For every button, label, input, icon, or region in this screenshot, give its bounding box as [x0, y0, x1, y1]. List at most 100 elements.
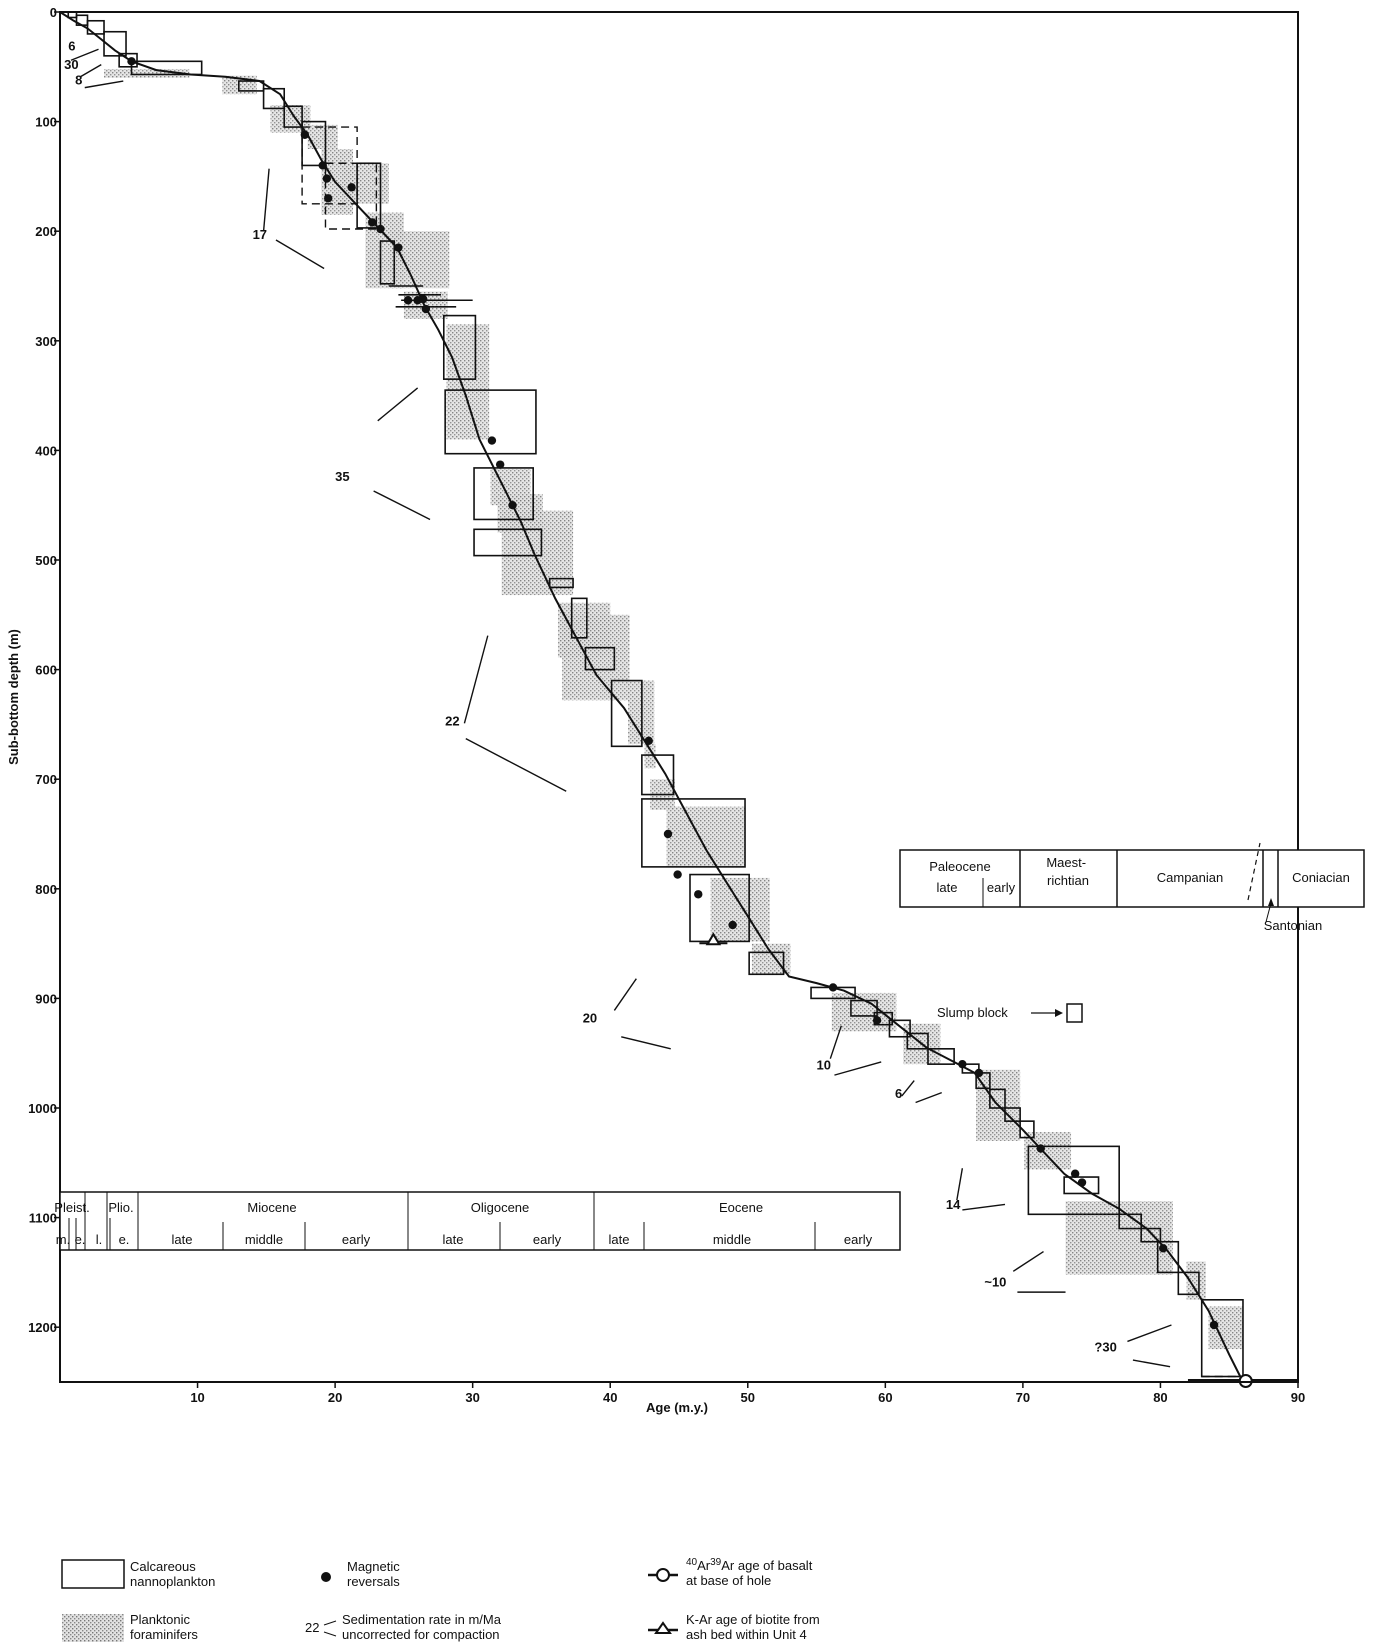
legend-nanno-text: Calcareous nannoplankton — [130, 1559, 215, 1589]
foraminifer-range — [644, 744, 656, 769]
y-tick-label: 400 — [35, 443, 57, 458]
magnetic-reversal-dot — [300, 130, 310, 139]
sub-eocene-early: early — [844, 1232, 873, 1247]
magnetic-reversal-dot — [1209, 1320, 1219, 1330]
sedimentation-rate-tick — [262, 168, 270, 232]
sedimentation-rate-tick — [373, 490, 431, 521]
sedimentation-rate-tick — [1127, 1324, 1172, 1343]
magnetic-reversal-dot — [508, 501, 517, 510]
x-tick-label: 20 — [328, 1390, 342, 1405]
maestrichtian-part-2: richtian — [1047, 873, 1089, 888]
sedimentation-rate-tick — [834, 1061, 882, 1076]
x-tick-label: 60 — [878, 1390, 892, 1405]
y-tick-label: 600 — [35, 663, 57, 678]
sub-oligocene-late: late — [443, 1232, 464, 1247]
sub-miocene-early: early — [342, 1232, 371, 1247]
sedimentation-rate-tick — [463, 635, 489, 724]
stage-santonian: Santonian — [1264, 918, 1323, 933]
sedimentation-rate-label: 8 — [75, 72, 82, 87]
nannoplankton-range — [748, 951, 785, 976]
nannoplankton-range — [927, 1048, 955, 1065]
magnetic-reversal-points — [127, 57, 1219, 1330]
nannoplankton-range — [584, 646, 616, 671]
magnetic-reversal-dot — [324, 194, 333, 203]
magnetic-reversal-dot — [487, 436, 497, 445]
nannoplankton-range — [548, 577, 574, 589]
epoch-paleocene: Paleocene — [929, 859, 990, 874]
y-tick-label: 800 — [35, 882, 57, 897]
upper-stratigraphy-bar: Paleocene late early Maest- richtian Cam… — [899, 842, 1365, 933]
nannoplankton-range — [1156, 1240, 1180, 1274]
legend-kar-triangle — [654, 1621, 672, 1634]
nannoplankton-range — [118, 52, 138, 68]
nannoplankton-range — [1140, 1227, 1162, 1243]
epoch-pleistocene: Pleist. — [54, 1200, 89, 1215]
foraminifer-range — [307, 124, 338, 149]
y-tick-label: 200 — [35, 224, 57, 239]
magnetic-reversal-dot — [495, 460, 505, 469]
x-tick-label: 40 — [603, 1390, 617, 1405]
magnetic-reversal-dot — [974, 1068, 984, 1078]
x-tick-label: 50 — [741, 1390, 755, 1405]
sedimentation-rate-label: 10 — [817, 1058, 831, 1073]
y-tick-label: 700 — [35, 772, 57, 787]
magnetic-reversal-dot — [872, 1016, 882, 1025]
sedimentation-rate-tick — [962, 1203, 1006, 1211]
x-tick-label: 10 — [190, 1390, 204, 1405]
magnetic-reversal-dot — [663, 829, 673, 839]
sedimentation-rate-tick — [915, 1092, 942, 1104]
sub-plio-l: l. — [96, 1232, 103, 1247]
y-tick-label: 1200 — [28, 1320, 57, 1335]
epoch-campanian: Campanian — [1157, 870, 1224, 885]
y-axis: 0 100 200 300 400 500 600 700 800 900 1000 1100 1200 — [28, 5, 60, 1335]
sedimentation-rate-tick — [70, 48, 99, 61]
maestrichtian-part-1: Maest- — [1046, 855, 1086, 870]
planktonic-foraminifer-ranges — [104, 68, 1243, 1350]
x-tick-label: 70 — [1016, 1390, 1030, 1405]
magnetic-reversal-dot — [673, 870, 682, 879]
nannoplankton-range — [989, 1088, 1006, 1109]
sedimentation-rate-tick — [1132, 1359, 1171, 1368]
nannoplankton-range — [473, 528, 543, 557]
sub-miocene-middle: middle — [245, 1232, 283, 1247]
lower-stratigraphy-bar: Pleist. Plio. Miocene Oligocene Eocene m… — [54, 1191, 901, 1251]
epoch-oligocene: Oligocene — [471, 1200, 530, 1215]
nannoplankton-range — [283, 105, 303, 128]
foraminifer-range — [104, 68, 190, 78]
sedimentation-rate-label: 35 — [335, 469, 349, 484]
nannoplankton-range — [473, 467, 534, 521]
sedimentation-rate-tick — [613, 978, 637, 1011]
legend-sedrate-text: Sedimentation rate in m/Ma uncorrected fo… — [342, 1612, 502, 1642]
y-tick-label: 100 — [35, 115, 57, 130]
magnetic-reversal-dot — [394, 243, 403, 252]
legend-forams-text: Planktonic foraminifers — [130, 1612, 198, 1642]
foraminifer-range — [501, 510, 574, 596]
x-axis: 10 20 30 40 50 60 70 80 90 — [190, 1382, 1305, 1405]
legend-forams-swatch — [62, 1614, 124, 1642]
sedimentation-rate-label: 6 — [895, 1086, 902, 1101]
sub-pleist-e: e. — [75, 1232, 86, 1247]
foraminifer-range — [1186, 1261, 1206, 1300]
magnetic-reversal-dot — [368, 218, 377, 227]
magnetic-reversal-dot — [418, 294, 428, 304]
magnetic-reversal-dot — [958, 1059, 967, 1069]
legend-nanno-swatch — [61, 1559, 125, 1589]
nannoplankton-range — [103, 30, 127, 57]
sub-paleocene-early: early — [987, 880, 1016, 895]
sub-eocene-late: late — [609, 1232, 630, 1247]
magnetic-reversal-dot — [403, 296, 413, 305]
nannoplankton-range — [641, 798, 746, 868]
nannoplankton-range — [641, 754, 675, 796]
legend-reversals-text: Magnetic reversals — [347, 1559, 400, 1589]
sedimentation-rate-tick — [956, 1168, 964, 1201]
legend-basalt-circle — [656, 1568, 670, 1582]
x-axis-label: Age (m.y.) — [646, 1400, 708, 1415]
sub-miocene-late: late — [172, 1232, 193, 1247]
nannoplankton-range — [262, 87, 286, 110]
magnetic-reversal-dot — [828, 983, 838, 992]
foraminifer-range — [666, 806, 746, 867]
slump-block-annotation: Slump block — [937, 1003, 1083, 1023]
nannoplankton-range — [1118, 1213, 1142, 1230]
magnetic-reversal-dot — [318, 161, 327, 170]
magnetic-reversal-dot — [1036, 1144, 1045, 1153]
